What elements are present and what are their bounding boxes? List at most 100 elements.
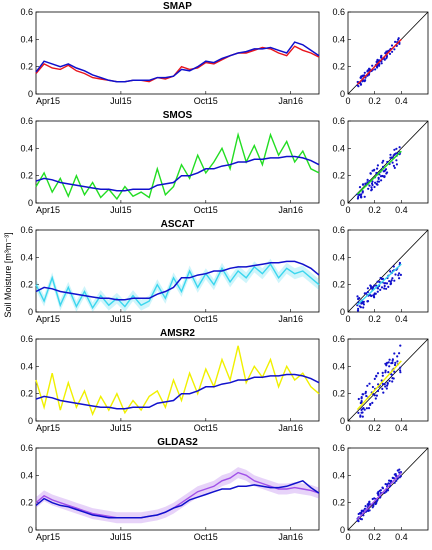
scatter-point (389, 156, 392, 159)
scatter-point (387, 371, 390, 374)
timeseries-axes (35, 447, 320, 531)
y-tick-label: 0.6 (20, 225, 33, 235)
scatter-point (377, 180, 381, 183)
scatter-point (381, 371, 384, 374)
reference-series-line (35, 155, 320, 192)
scatter-point (383, 58, 386, 61)
scatter-point (385, 387, 388, 390)
y-tick-label: 0.4 (20, 143, 33, 153)
scatter-point (376, 492, 379, 495)
scatter-point (363, 507, 366, 510)
scatter-y-tick-label: 0.2 (332, 498, 345, 508)
scatter-point (381, 374, 384, 377)
x-tick-label: Jul15 (110, 96, 132, 106)
y-tick-label: 0.4 (20, 252, 33, 262)
y-tick-label: 0 (28, 525, 33, 535)
scatter-point (366, 70, 369, 73)
scatter-y-tick-label: 0 (340, 89, 345, 99)
scatter-point (362, 393, 365, 396)
scatter-point (396, 355, 399, 358)
scatter-x-tick-label: 0.2 (368, 205, 381, 215)
y-tick-label: 0.2 (20, 171, 33, 181)
x-tick-label: Oct15 (194, 423, 218, 433)
scatter-y-tick-label: 0 (340, 198, 345, 208)
y-tick-label: 0.2 (20, 280, 33, 290)
scatter-point (382, 391, 385, 394)
scatter-point (366, 287, 369, 290)
scatter-point (376, 372, 380, 375)
scatter-point (358, 297, 361, 300)
scatter-point (388, 358, 391, 361)
scatter-point (356, 197, 359, 200)
scatter-point (357, 397, 360, 401)
scatter-point (361, 74, 364, 77)
scatter-point (360, 509, 363, 512)
y-tick-label: 0 (28, 198, 33, 208)
timeseries-axes (35, 120, 320, 204)
scatter-point (388, 365, 391, 368)
scatter-point (382, 165, 385, 168)
scatter-point (371, 287, 374, 290)
scatter-point (394, 273, 397, 276)
scatter-point (386, 160, 389, 164)
scatter-point (360, 193, 363, 196)
x-tick-label: Apr15 (36, 423, 60, 433)
scatter-point (371, 385, 374, 389)
scatter-point (364, 182, 367, 185)
x-tick-label: Jan16 (278, 96, 303, 106)
scatter-point (376, 290, 379, 293)
scatter-point (382, 159, 385, 162)
y-tick-label: 0.6 (20, 443, 33, 453)
scatter-point (392, 164, 395, 167)
scatter-point (386, 384, 389, 387)
one-to-one-line (347, 229, 429, 313)
scatter-point (378, 64, 381, 67)
scatter-point (369, 402, 372, 406)
scatter-point (385, 287, 388, 290)
scatter-point (392, 265, 395, 268)
scatter-point (374, 181, 377, 184)
scatter-point (358, 186, 362, 189)
scatter-point (360, 196, 363, 199)
scatter-point (389, 153, 392, 156)
scatter-x-tick-label: 0 (345, 532, 350, 542)
scatter-point (367, 407, 371, 410)
scatter-point (391, 277, 394, 280)
scatter-point (363, 80, 366, 83)
scatter-point (357, 411, 360, 414)
panel-title: GLDAS2 (157, 437, 198, 448)
scatter-point (371, 64, 374, 67)
scatter-point (374, 397, 377, 400)
scatter-x-tick-label: 0.4 (395, 532, 408, 542)
scatter-point (361, 415, 364, 418)
scatter-point (368, 67, 371, 70)
scatter-point (366, 178, 369, 181)
scatter-point (375, 394, 378, 397)
scatter-point (374, 68, 377, 71)
x-tick-label: Oct15 (194, 96, 218, 106)
scatter-point (389, 270, 392, 273)
scatter-point (357, 85, 360, 88)
y-tick-label: 0.4 (20, 34, 33, 44)
scatter-point (357, 307, 360, 310)
scatter-point (370, 294, 373, 298)
scatter-point (384, 282, 387, 285)
scatter-point (381, 161, 384, 164)
scatter-point (393, 370, 396, 373)
scatter-point (385, 282, 389, 285)
scatter-point (379, 288, 382, 291)
scatter-point (393, 473, 396, 476)
scatter-point (376, 389, 380, 393)
scatter-point (398, 277, 401, 280)
regression-line (356, 38, 402, 85)
scatter-point (398, 471, 401, 474)
x-tick-label: Jul15 (110, 205, 132, 215)
scatter-point (366, 384, 369, 387)
scatter-y-tick-label: 0.2 (332, 389, 345, 399)
scatter-point (370, 186, 373, 189)
scatter-point (359, 76, 362, 79)
panel-title: SMOS (163, 110, 193, 121)
scatter-point (372, 504, 375, 507)
scatter-point (386, 171, 389, 174)
